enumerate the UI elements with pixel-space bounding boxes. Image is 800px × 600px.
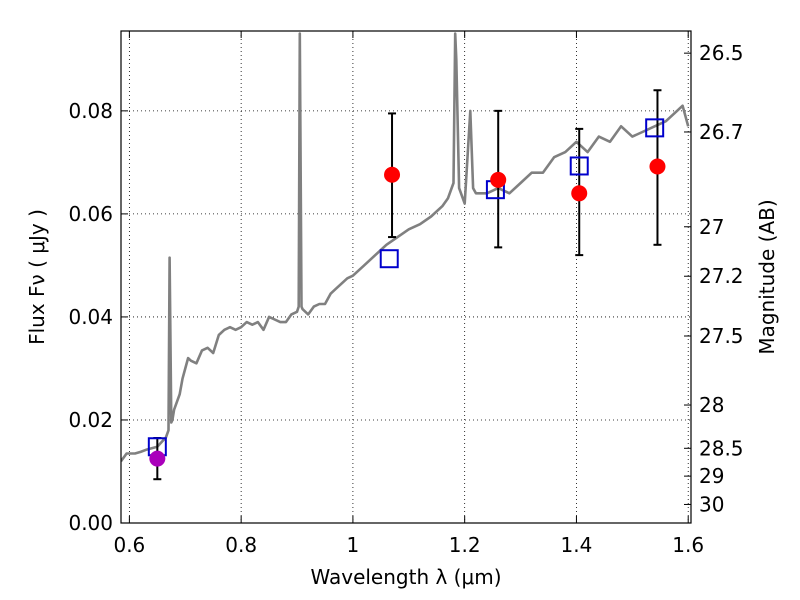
model-spectrum-line [121, 32, 690, 462]
magnitude-axis: 26.5 26.7 27 27.2 27.5 28 28.5 29 30 [684, 41, 744, 516]
x-tick-label: 0.6 [113, 533, 145, 557]
x-tick-label: 1.4 [561, 533, 593, 557]
magnitude-tick-label: 27.5 [699, 324, 744, 348]
observed-flux-point [384, 166, 401, 183]
magnitude-tick-label: 27.2 [699, 264, 744, 288]
y-axis-label: Flux Fν ( μJy ) [25, 209, 49, 345]
y-tick-label: 0.00 [68, 511, 113, 535]
observed-flux-point [490, 171, 507, 188]
model-flux-square [569, 156, 589, 176]
y-tick-label: 0.02 [68, 408, 113, 432]
model-flux-square [379, 249, 399, 269]
magnitude-axis-label: Magnitude (AB) [755, 199, 779, 354]
plot-frame [120, 30, 692, 524]
observed-flux-point [149, 450, 166, 467]
x-tick-label: 1 [347, 533, 360, 557]
magnitude-tick-label: 26.5 [699, 41, 744, 65]
magnitude-tick-label: 29 [699, 464, 724, 488]
magnitude-tick-label: 28.5 [699, 436, 744, 460]
x-axis-label: Wavelength λ (μm) [310, 565, 501, 589]
observed-flux-point [571, 185, 588, 202]
x-tick-label: 0.8 [225, 533, 257, 557]
y-axis: 0.00 0.02 0.04 0.06 0.08 [68, 99, 128, 535]
y-tick-label: 0.04 [68, 305, 113, 329]
x-tick-label: 1.2 [449, 533, 481, 557]
x-axis: 0.6 0.8 1 1.2 1.4 1.6 [113, 31, 704, 557]
magnitude-tick-label: 30 [699, 492, 724, 516]
magnitude-tick-label: 28 [699, 393, 724, 417]
magnitude-tick-label: 26.7 [699, 120, 744, 144]
observed-flux-point [649, 158, 666, 175]
plot-area [121, 32, 690, 481]
y-tick-label: 0.06 [68, 202, 113, 226]
y-tick-label: 0.08 [68, 99, 113, 123]
x-tick-label: 1.6 [672, 533, 704, 557]
model-flux-square [645, 118, 665, 138]
grid [121, 31, 691, 523]
magnitude-tick-label: 27 [699, 215, 724, 239]
